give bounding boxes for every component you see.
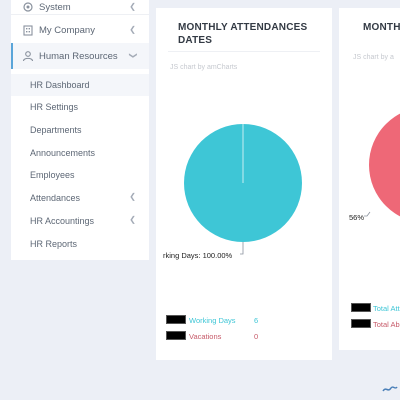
legend-label: Total Att [373, 304, 400, 313]
pie-slice-label: 56% [349, 213, 365, 222]
sidebar-subitem-label: HR Dashboard [30, 80, 90, 90]
chevron-left-icon: ❮ [129, 215, 136, 224]
pie-slice-label: rking Days: 100.00% [163, 251, 233, 260]
sidebar-subitem-attendances[interactable]: Attendances ❮ [11, 187, 149, 209]
card-title: MONTH [363, 22, 400, 33]
sidebar-subitem-label: HR Settings [30, 102, 79, 112]
building-icon [23, 25, 33, 36]
legend-swatch [351, 303, 371, 312]
sidebar-subitem-label: HR Reports [30, 239, 78, 249]
pie-label-leader [240, 242, 244, 255]
legend-value: 0 [254, 332, 259, 341]
sidebar-subitem-label: Departments [30, 125, 82, 135]
title-divider [168, 51, 320, 52]
gear-icon [23, 2, 33, 12]
wave-icon [382, 386, 398, 392]
sidebar-item-label: Human Resources [39, 51, 118, 62]
legend-item-working-days[interactable]: Working Days 6 [166, 315, 326, 327]
pie-slice-total-absences[interactable] [369, 108, 400, 223]
sidebar-subitem-announcements[interactable]: Announcements [11, 142, 149, 164]
chevron-down-icon: ❮ [128, 52, 138, 59]
attendance-totals-card: MONTH JS chart by a 56% Total Att Total … [339, 8, 400, 350]
card-title: MONTHLY ATTENDANCES DATES [178, 21, 307, 47]
sidebar-subitem-hr-settings[interactable]: HR Settings [11, 96, 149, 118]
sidebar-subitem-employees[interactable]: Employees [11, 164, 149, 186]
sidebar-subitem-label: Announcements [30, 148, 96, 158]
chart-credit[interactable]: JS chart by amCharts [170, 64, 238, 71]
chevron-left-icon: ❮ [129, 25, 136, 34]
legend-item-vacations[interactable]: Vacations 0 [166, 331, 326, 343]
sidebar: System ❮ My Company ❮ Human Resources ❮ … [11, 0, 149, 260]
card-title-line: MONTHLY ATTENDANCES [178, 22, 308, 33]
sidebar-subitem-hr-dashboard[interactable]: HR Dashboard [11, 74, 149, 96]
legend-label: Vacations [189, 332, 222, 341]
sidebar-subitem-departments[interactable]: Departments [11, 119, 149, 141]
chevron-left-icon: ❮ [129, 2, 136, 11]
legend-swatch [351, 319, 371, 328]
sidebar-item-system[interactable]: System ❮ [11, 0, 149, 20]
attendance-pie-chart [184, 124, 302, 255]
sidebar-subitem-hr-accountings[interactable]: HR Accountings ❮ [11, 210, 149, 232]
sidebar-subitem-label: Attendances [30, 193, 81, 203]
sidebar-item-human-resources[interactable]: Human Resources ❮ [11, 43, 149, 69]
sidebar-subitem-label: HR Accountings [30, 216, 95, 226]
legend-swatch [166, 315, 186, 324]
sidebar-subitem-label: Employees [30, 170, 75, 180]
attendance-totals-pie-chart [364, 108, 400, 223]
sidebar-item-label: My Company [39, 25, 95, 36]
chevron-left-icon: ❮ [129, 192, 136, 201]
divider [11, 14, 149, 15]
sidebar-item-my-company[interactable]: My Company ❮ [11, 17, 149, 43]
attendance-dates-card: MONTHLY ATTENDANCES DATES JS chart by am… [156, 8, 332, 360]
card-title-line: DATES [178, 35, 213, 46]
legend-label: Total Ab [373, 320, 400, 329]
chart-credit[interactable]: JS chart by a [353, 54, 394, 61]
sidebar-item-label: System [39, 2, 71, 13]
legend-value: 6 [254, 316, 259, 325]
sidebar-subitem-hr-reports[interactable]: HR Reports [11, 233, 149, 255]
users-icon [22, 51, 34, 62]
legend-item-total-absences[interactable]: Total Ab [351, 319, 400, 331]
pie-label-leader [364, 211, 371, 217]
legend-item-total-attendances[interactable]: Total Att [351, 303, 400, 315]
legend-label: Working Days [189, 316, 236, 325]
legend-swatch [166, 331, 186, 340]
